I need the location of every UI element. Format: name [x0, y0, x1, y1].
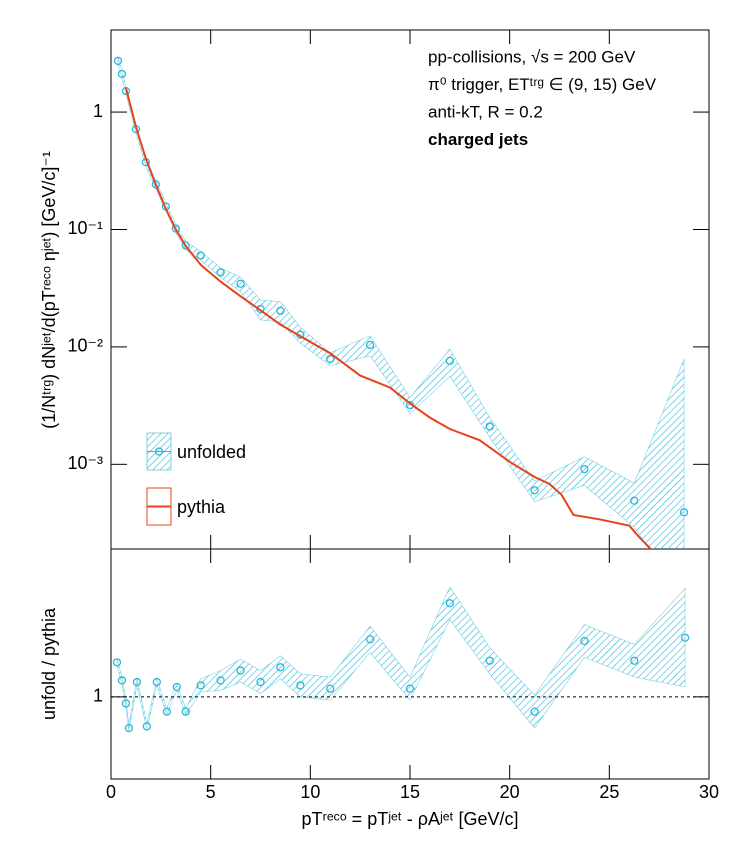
data-point — [580, 636, 589, 646]
data-point — [162, 707, 171, 716]
data-point — [112, 658, 122, 667]
data-point — [196, 251, 205, 260]
annotation: pp-collisions, √s = 200 GeV — [428, 47, 636, 66]
data-point — [121, 699, 131, 708]
y-tick-label: 1 — [93, 686, 103, 706]
data-point — [216, 676, 225, 685]
annotation: π⁰ trigger, ETᵗʳᵍ ∈ (9, 15) GeV — [428, 75, 657, 94]
data-point — [485, 656, 494, 665]
data-point — [121, 86, 131, 96]
x-tick-label: 30 — [699, 782, 719, 802]
data-point — [276, 306, 285, 315]
annotation: anti-kT, R = 0.2 — [428, 102, 543, 121]
plot-area — [113, 56, 689, 549]
data-point — [196, 681, 205, 690]
data-point — [445, 599, 455, 608]
x-tick-label: 25 — [599, 782, 619, 802]
data-point — [405, 684, 415, 693]
data-point — [117, 676, 127, 685]
data-point — [236, 279, 245, 288]
plot-area — [112, 586, 690, 733]
x-tick-label: 10 — [300, 782, 320, 802]
x-tick-label: 15 — [400, 782, 420, 802]
data-point — [216, 268, 225, 277]
y-tick-label: 10⁻² — [67, 336, 103, 356]
data-point — [326, 684, 335, 693]
data-point — [485, 422, 494, 431]
data-point — [256, 304, 265, 314]
data-line — [125, 87, 653, 549]
data-point — [132, 677, 142, 687]
y-tick-label: 10⁻¹ — [67, 218, 103, 238]
data-point — [276, 663, 285, 672]
x-axis-title: pTʳᵉᶜᵒ = pTʲᵉᵗ - ρAʲᵉᵗ [GeV/c] — [302, 809, 519, 829]
data-point — [679, 508, 689, 517]
data-point — [680, 633, 690, 642]
y-tick-label: 1 — [93, 101, 103, 121]
x-tick-label: 20 — [500, 782, 520, 802]
data-point — [181, 707, 190, 716]
data-point — [236, 666, 245, 675]
data-point — [142, 722, 152, 731]
legend-label: unfolded — [177, 442, 246, 462]
data-point — [256, 677, 265, 687]
data-point — [124, 723, 134, 733]
data-point — [296, 681, 305, 690]
legend-swatch — [154, 447, 164, 456]
data-point — [530, 707, 539, 716]
y-tick-label: 10⁻³ — [67, 453, 103, 473]
data-point — [113, 56, 123, 66]
data-point — [171, 224, 180, 233]
data-point — [172, 682, 181, 692]
y-axis-title: unfold / pythia — [39, 607, 59, 720]
error-band — [117, 57, 685, 549]
data-point — [530, 486, 539, 495]
annotation: charged jets — [428, 130, 528, 149]
data-point — [117, 69, 127, 79]
error-band — [116, 586, 686, 732]
data-point — [580, 464, 589, 474]
data-point — [365, 635, 375, 644]
data-point — [445, 356, 455, 366]
data-point — [326, 354, 335, 364]
top-frame — [110, 29, 710, 550]
y-axis-title: (1/Nᵗʳᵍ) dNʲᵉᵗ/d(pTʳᵉᶜᵒ ηʲᵉᵗ) [GeV/c]⁻¹ — [39, 151, 59, 429]
data-point — [152, 677, 161, 687]
data-point — [181, 241, 190, 250]
data-point — [630, 496, 639, 505]
data-point — [630, 656, 639, 665]
x-tick-label: 5 — [206, 782, 216, 802]
x-tick-label: 0 — [106, 782, 116, 802]
legend-label: pythia — [177, 497, 226, 517]
data-point — [365, 340, 375, 350]
data-point — [151, 180, 161, 189]
